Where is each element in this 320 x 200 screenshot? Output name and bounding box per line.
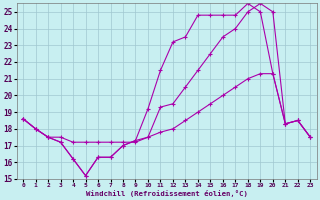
X-axis label: Windchill (Refroidissement éolien,°C): Windchill (Refroidissement éolien,°C) — [86, 190, 248, 197]
